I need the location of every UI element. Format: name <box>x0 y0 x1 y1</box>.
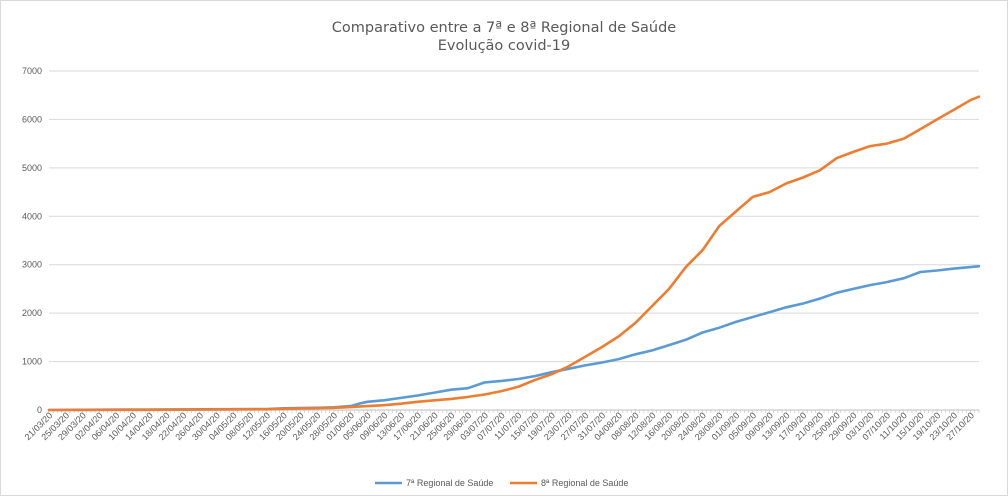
series-line-2 <box>47 95 981 412</box>
y-tick-label: 0 <box>37 405 42 415</box>
series-line-1 <box>47 264 981 412</box>
y-tick-label: 6000 <box>22 114 42 124</box>
y-tick-label: 1000 <box>22 357 42 367</box>
y-tick-label: 7000 <box>22 66 42 76</box>
y-tick-label: 4000 <box>22 211 42 221</box>
chart-subtitle: Evolução covid-19 <box>437 38 571 54</box>
chart-title: Comparativo entre a 7ª e 8ª Regional de … <box>331 20 677 36</box>
y-tick-label: 3000 <box>22 260 42 270</box>
y-tick-label: 5000 <box>22 163 42 173</box>
y-tick-label: 2000 <box>22 308 42 318</box>
legend-label-2: 8ª Regional de Saúde <box>541 478 628 488</box>
legend-label-1: 7ª Regional de Saúde <box>406 478 493 488</box>
